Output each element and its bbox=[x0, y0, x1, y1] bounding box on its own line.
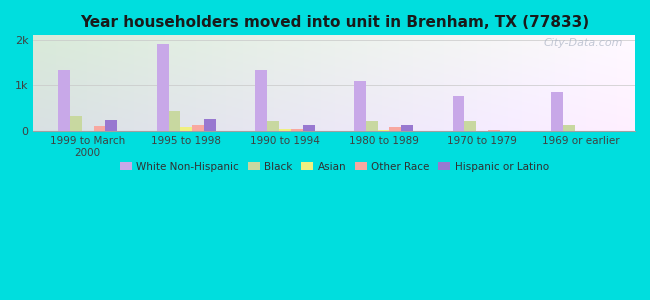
Bar bbox=[401, 125, 413, 131]
Bar bbox=[354, 81, 366, 131]
Bar bbox=[464, 121, 476, 131]
Bar bbox=[452, 95, 464, 131]
Bar bbox=[82, 130, 94, 131]
Bar bbox=[192, 125, 204, 131]
Bar bbox=[563, 125, 575, 131]
Bar bbox=[599, 130, 610, 131]
Bar bbox=[500, 130, 512, 131]
Bar bbox=[105, 120, 117, 131]
Title: Year householders moved into unit in Brenham, TX (77833): Year householders moved into unit in Bre… bbox=[80, 15, 589, 30]
Legend: White Non-Hispanic, Black, Asian, Other Race, Hispanic or Latino: White Non-Hispanic, Black, Asian, Other … bbox=[116, 157, 553, 176]
Bar bbox=[303, 125, 315, 131]
Bar bbox=[255, 70, 267, 131]
Bar bbox=[551, 92, 563, 131]
Bar bbox=[291, 129, 303, 131]
Bar bbox=[267, 121, 279, 131]
Bar bbox=[168, 112, 181, 131]
Bar bbox=[366, 121, 378, 131]
Bar bbox=[58, 70, 70, 131]
Bar bbox=[575, 130, 587, 131]
Text: City-Data.com: City-Data.com bbox=[543, 38, 623, 48]
Bar bbox=[181, 127, 192, 131]
Bar bbox=[94, 126, 105, 131]
Bar bbox=[279, 129, 291, 131]
Bar bbox=[587, 130, 599, 131]
Bar bbox=[389, 128, 401, 131]
Bar bbox=[70, 116, 82, 131]
Bar bbox=[204, 119, 216, 131]
Bar bbox=[488, 130, 500, 131]
Bar bbox=[157, 44, 168, 131]
Bar bbox=[378, 130, 389, 131]
Bar bbox=[476, 130, 488, 131]
